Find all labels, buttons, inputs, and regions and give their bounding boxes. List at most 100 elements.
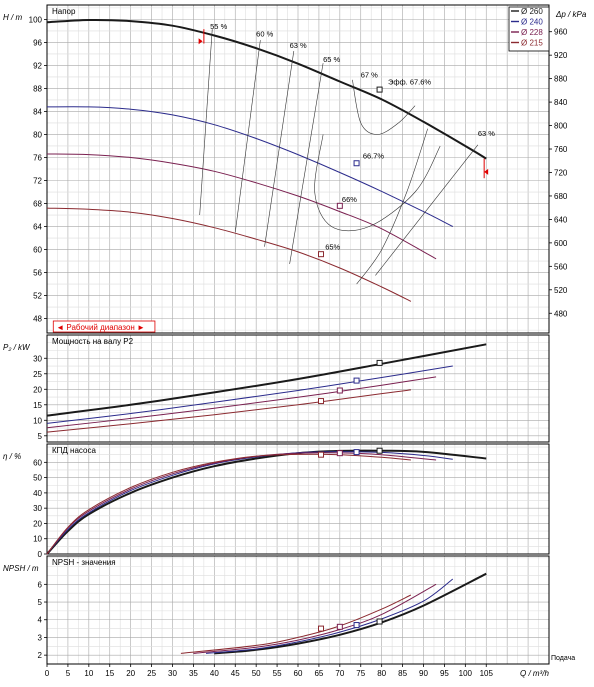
y-tick-label: 0 [38,550,43,559]
series-line-260 [46,18,487,160]
series-line-228 [46,153,437,260]
y-tick-label: 84 [33,107,42,116]
y-axis-label: H / m [3,13,22,22]
y-tick-label: 2 [38,651,43,660]
y-tick-label: 15 [33,401,42,410]
series-line-240 [46,106,454,227]
bep-marker [318,625,325,632]
y2-tick-label: 840 [554,98,568,107]
x-tick-label: 70 [335,669,344,678]
x-tick-label: 5 [66,669,71,678]
y2-tick-label: 520 [554,286,568,295]
efficiency-iso-line [199,29,213,216]
series-line-228 [46,452,437,555]
x-tick-label: 10 [84,669,93,678]
series-line-260 [46,343,487,417]
y2-tick-label: 560 [554,262,568,271]
grid [46,556,550,665]
bep-marker [376,86,383,93]
y-axis-label: P₂ / kW [3,343,31,352]
x-tick-label: 90 [419,669,428,678]
series-line-215 [46,453,411,555]
y-tick-label: 5 [38,432,43,441]
y-tick-label: 30 [33,354,42,363]
grid [46,334,550,442]
efficiency-iso-line [289,63,324,264]
x-tick-label: 0 [45,669,50,678]
bep-marker [353,449,360,456]
x-tick-label: 20 [126,669,135,678]
y-tick-label: 76 [33,153,42,162]
panel-eff: 0 10 20 30 40 50 60 η / % КПД насоса [3,443,550,559]
y-tick-label: 96 [33,38,42,47]
range-left-arrow [198,38,203,45]
y2-tick-label: 480 [554,309,568,318]
y-tick-label: 92 [33,61,42,70]
grid [46,444,550,555]
panel-title: КПД насоса [52,446,96,455]
y2-tick-label: 600 [554,239,568,248]
legend-entry: Ø 240 [521,18,543,27]
x-tick-label: 80 [377,669,386,678]
x-tick-label: 65 [314,669,323,678]
y-tick-label: 20 [33,519,42,528]
y-tick-label: 52 [33,292,42,301]
y-tick-label: 100 [29,15,43,24]
x-tick-label: 25 [147,669,156,678]
y-tick-label: 48 [33,315,42,324]
y-tick-label: 64 [33,223,42,232]
bep-marker [376,618,383,625]
bep-marker [318,398,325,405]
series-line-240 [205,578,454,654]
panel-frame [46,4,550,334]
panel-frame [46,334,550,443]
series-line-228 [193,583,437,654]
bep-marker [336,450,343,457]
y-tick-label: 10 [33,535,42,544]
efficiency-line-63 [356,128,428,285]
y2-tick-label: 920 [554,51,568,60]
efficiency-label: 63 % [290,41,307,50]
series-line-215 [46,389,411,433]
x-tick-label: 75 [356,669,365,678]
y2-tick-label: 800 [554,122,568,131]
y-tick-label: 60 [33,458,42,467]
operating-range-label: ◄ Рабочий диапазон ► [56,323,145,332]
legend-entry: Ø 215 [521,39,543,48]
bep-marker [318,451,325,458]
x-tick-label: 95 [440,669,449,678]
legend-entry: Ø 228 [521,28,543,37]
bep-marker [336,387,343,394]
panel-npsh: 2 3 4 5 6 NPSH / m NPSH - значения [3,555,550,665]
y-tick-label: 56 [33,269,42,278]
range-right-arrow [484,168,489,175]
y-tick-label: 88 [33,84,42,93]
operating-range-box [52,320,156,333]
bep-marker [318,251,325,258]
series-line-260 [46,449,487,555]
bep-marker [353,622,360,629]
efficiency-label: 65 % [323,55,340,64]
panel-title: Мощность на валу P2 [52,337,134,346]
x-tick-label: 45 [231,669,240,678]
y-tick-label: 72 [33,177,42,186]
y-tick-label: 40 [33,489,42,498]
x-axis-label: Q / m³/h [520,669,549,678]
x-tick-label: 60 [294,669,303,678]
y-tick-label: 80 [33,130,42,139]
y2-tick-label: 760 [554,145,568,154]
y-tick-label: 5 [38,598,43,607]
x-tick-label: 40 [210,669,219,678]
x-tick-label: 35 [189,669,198,678]
y-axis-label: NPSH / m [3,564,39,573]
efficiency-label: 55 % [210,22,227,31]
panel-frame [46,443,550,555]
x-tick-label: 15 [105,669,114,678]
legend-entry: Ø 260 [521,7,543,16]
x-axis: 0 5 10 15 20 25 30 35 40 45 50 55 60 65 70 75 80 85 90 95 10… [45,655,575,678]
bep-marker [376,447,383,454]
efficiency-label: 66% [342,195,357,204]
y2-tick-label: 960 [554,28,568,37]
bep-marker [336,202,343,209]
